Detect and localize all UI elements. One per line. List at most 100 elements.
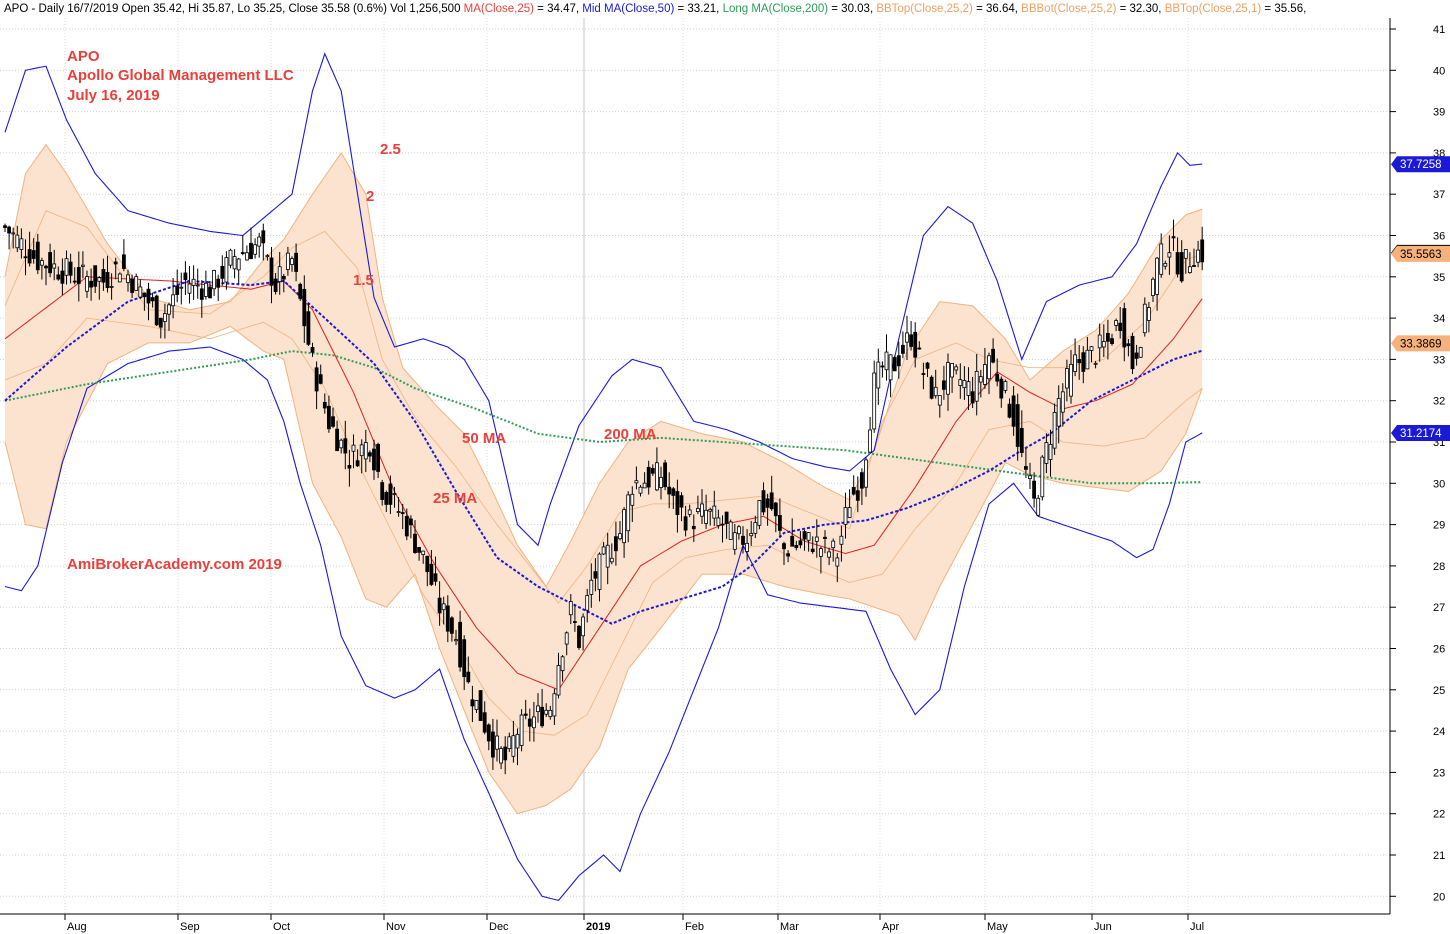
candle-body xyxy=(81,264,85,267)
y-tick-label: 40 xyxy=(1433,65,1445,77)
candle-body xyxy=(146,288,151,304)
y-tick-label: 39 xyxy=(1433,107,1445,119)
candle-body xyxy=(983,364,987,385)
candle-body xyxy=(499,748,504,764)
candle-body xyxy=(466,671,471,683)
header-segment: Long MA(Close,200) xyxy=(723,3,829,15)
candle-body xyxy=(138,286,143,298)
candle-body xyxy=(240,252,245,254)
candle-body xyxy=(310,346,315,353)
candle-body xyxy=(814,536,819,542)
header-segment: = 34.47, xyxy=(534,3,582,15)
candle-body xyxy=(89,280,93,288)
candle-body xyxy=(72,280,77,283)
candle-body xyxy=(839,535,844,545)
candle-body xyxy=(880,365,885,368)
candle-body xyxy=(741,535,745,545)
candle-body xyxy=(671,488,676,496)
candle-body xyxy=(728,521,733,540)
candle-body xyxy=(860,472,864,489)
candle-body xyxy=(429,563,434,585)
candle-body xyxy=(1114,320,1118,326)
candle-body xyxy=(942,380,946,390)
candle-body xyxy=(1089,346,1094,351)
candle-body xyxy=(130,278,135,293)
x-tick-label: 2019 xyxy=(586,921,610,933)
candle-body xyxy=(691,525,696,530)
price-tag: 33.3869 xyxy=(1391,335,1450,352)
header-segment: BBTop(Close,25,1) xyxy=(1165,3,1262,15)
candle-body xyxy=(1040,456,1045,498)
y-tick-label: 22 xyxy=(1433,809,1445,821)
candle-body xyxy=(855,490,860,501)
candle-body xyxy=(896,355,901,367)
price-tag-box xyxy=(1391,335,1450,352)
y-tick-label: 20 xyxy=(1433,891,1445,903)
y-tick-label: 27 xyxy=(1433,602,1445,614)
candle-body xyxy=(404,516,409,537)
candle-body xyxy=(306,311,311,345)
candle-body xyxy=(548,709,553,718)
y-tick-label: 34 xyxy=(1433,313,1445,325)
candle-body xyxy=(650,467,655,474)
candle-body xyxy=(573,621,577,623)
candle-body xyxy=(273,278,278,292)
candle-body xyxy=(253,244,258,255)
candlestick-series xyxy=(3,219,1205,775)
candle-body xyxy=(642,482,647,489)
candle-body xyxy=(1183,249,1188,259)
candle-body xyxy=(634,480,639,484)
candle-body xyxy=(249,242,253,260)
candle-body xyxy=(909,334,913,347)
candle-body xyxy=(388,483,393,505)
price-tag-box xyxy=(1391,156,1450,173)
candle-body xyxy=(322,401,327,409)
candle-body xyxy=(593,571,598,579)
candle-body xyxy=(933,386,938,397)
candle-body xyxy=(154,295,159,326)
header-symbol-info: APO - Daily 16/7/2019 Open 35.42, Hi 35.… xyxy=(4,3,460,15)
candle-body xyxy=(827,551,831,558)
candle-body xyxy=(208,286,212,299)
candle-body xyxy=(486,724,491,742)
candle-body xyxy=(347,465,352,469)
candle-body xyxy=(142,292,147,298)
candle-body xyxy=(597,553,602,590)
candle-body xyxy=(400,512,405,514)
candle-body xyxy=(1036,497,1041,516)
x-tick-label: May xyxy=(987,921,1008,933)
candle-body xyxy=(1044,442,1049,464)
y-tick-label: 35 xyxy=(1433,272,1445,284)
annotations: APO Apollo Global Management LLC July 16… xyxy=(67,48,657,573)
candle-body xyxy=(35,241,40,271)
candle-body xyxy=(396,511,401,513)
candle-body xyxy=(85,276,89,292)
candle-body xyxy=(622,509,626,544)
label-25-ma: 25 MA xyxy=(433,490,477,507)
candle-body xyxy=(757,500,762,526)
candle-body xyxy=(19,238,24,250)
header-segment: Mid MA(Close,50) xyxy=(582,3,674,15)
candle-body xyxy=(646,466,651,488)
x-tick-label: Sep xyxy=(180,921,200,933)
price-tag-box xyxy=(1391,245,1450,262)
candle-body xyxy=(991,348,995,363)
candle-body xyxy=(1011,395,1016,427)
candle-body xyxy=(1134,352,1139,359)
candle-body xyxy=(1019,427,1024,453)
candle-body xyxy=(1175,252,1180,275)
label-50-ma: 50 MA xyxy=(462,430,506,447)
candle-body xyxy=(819,548,823,557)
header-segment: MA(Close,25) xyxy=(464,3,534,15)
bb-bottom-1sd-line xyxy=(4,317,1203,736)
candle-body xyxy=(769,492,774,510)
x-axis-ticks: Aug Sep Oct Nov Dec 2019 Feb Mar Apr May Jun Jul xyxy=(64,914,1204,933)
candle-body xyxy=(1024,466,1028,470)
candle-body xyxy=(158,317,163,328)
candle-body xyxy=(294,252,299,272)
candle-body xyxy=(1179,252,1184,282)
candle-body xyxy=(503,746,508,761)
candle-body xyxy=(638,486,643,494)
